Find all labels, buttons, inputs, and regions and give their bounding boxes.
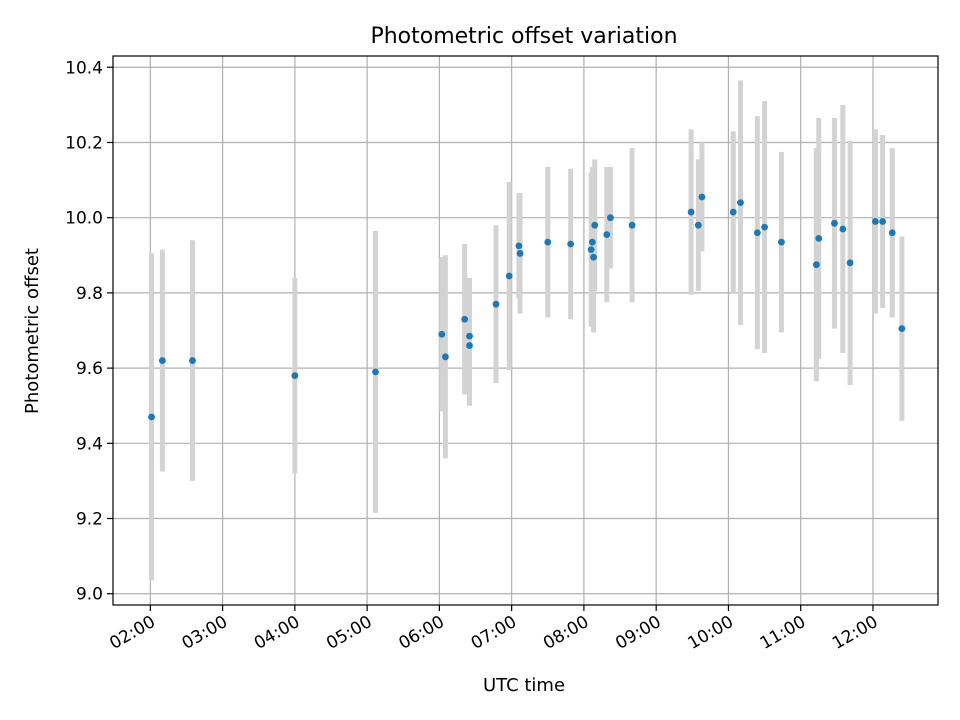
data-point: [544, 238, 552, 246]
data-point: [590, 253, 597, 261]
data-point: [737, 199, 744, 207]
y-tick-label: 10.2: [65, 133, 103, 153]
y-tick-label: 9.8: [76, 284, 103, 304]
data-point: [567, 240, 575, 248]
y-tick-label: 9.4: [76, 434, 103, 454]
data-point: [628, 221, 636, 229]
data-point: [466, 342, 473, 349]
data-point: [158, 357, 166, 364]
data-point: [879, 218, 886, 225]
y-tick-label: 9.6: [76, 359, 103, 379]
y-axis-label: Photometric offset: [22, 248, 43, 414]
data-point: [515, 242, 523, 250]
chart-title: Photometric offset variation: [370, 24, 677, 49]
data-point: [291, 372, 299, 380]
data-point: [831, 219, 838, 227]
data-point: [753, 229, 761, 237]
data-point: [148, 413, 155, 421]
data-point: [815, 234, 823, 242]
data-point: [603, 231, 611, 239]
data-point: [505, 272, 513, 280]
data-point: [587, 246, 595, 254]
data-point: [516, 250, 524, 257]
data-point: [839, 225, 847, 233]
y-tick-label: 10.0: [65, 209, 103, 229]
plot-frame: [112, 55, 939, 606]
x-axis-label: UTC time: [483, 675, 565, 696]
data-point: [607, 214, 614, 222]
data-point: [871, 218, 879, 225]
data-point: [898, 325, 906, 333]
data-point: [372, 368, 379, 376]
data-point: [442, 353, 449, 361]
y-tick-label: 9.0: [76, 585, 103, 605]
data-point: [846, 259, 854, 267]
data-point: [492, 300, 500, 308]
grid-lines: [113, 56, 938, 605]
data-point: [698, 193, 706, 201]
data-point: [812, 261, 820, 269]
data-point: [687, 208, 695, 216]
y-tick-label: 9.2: [76, 510, 103, 530]
data-point: [888, 229, 896, 237]
data-point: [694, 221, 702, 229]
data-points: [148, 193, 906, 421]
data-point: [461, 315, 469, 323]
data-point: [761, 223, 768, 231]
data-point: [438, 330, 446, 338]
data-point: [729, 208, 737, 216]
data-point: [591, 221, 599, 229]
data-point: [588, 238, 596, 246]
data-point: [466, 332, 473, 340]
data-point: [778, 238, 785, 246]
data-point: [189, 357, 196, 364]
y-tick-label: 10.4: [65, 58, 103, 78]
